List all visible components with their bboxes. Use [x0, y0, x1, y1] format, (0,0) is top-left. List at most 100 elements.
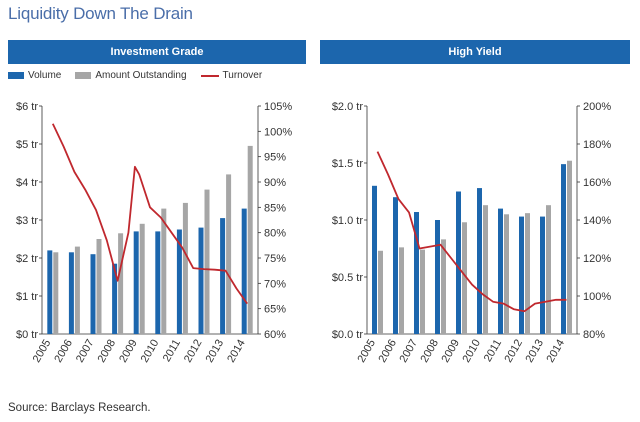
x-tick-label: 2009: [117, 338, 140, 365]
bar-volume: [477, 188, 482, 334]
x-tick-label: 2006: [52, 338, 75, 365]
bar-outstanding: [504, 214, 509, 334]
bar-volume: [393, 197, 398, 334]
x-tick-label: 2011: [161, 338, 183, 364]
bar-volume: [372, 185, 377, 334]
bar-outstanding: [226, 174, 232, 334]
legend-label-volume: Volume: [28, 70, 62, 81]
bar-volume: [241, 208, 247, 334]
x-tick-label: 2010: [460, 338, 483, 365]
y-tick-label-right: 105%: [264, 101, 292, 113]
bar-outstanding: [139, 223, 145, 334]
bar-outstanding: [53, 252, 59, 334]
y-tick-label-left: $1.5 tr: [332, 158, 364, 170]
legend-line-turnover: [200, 74, 219, 77]
y-tick-label-right: 180%: [583, 139, 611, 151]
bar-volume: [519, 216, 524, 334]
bar-volume: [561, 164, 566, 334]
bar-outstanding: [441, 239, 446, 334]
x-tick-label: 2010: [139, 338, 162, 365]
x-tick-label: 2014: [544, 338, 567, 365]
y-tick-label-right: 200%: [583, 101, 611, 113]
line-turnover: [51, 123, 248, 305]
bar-outstanding: [525, 213, 530, 334]
bar-outstanding: [546, 205, 551, 334]
x-tick-label: 2011: [482, 338, 504, 364]
legend-label-outstanding: Amount Outstanding: [95, 70, 187, 81]
y-tick-label-right: 75%: [264, 253, 286, 265]
bar-volume: [498, 208, 503, 334]
bar-volume: [198, 227, 204, 334]
bar-volume: [133, 231, 139, 334]
y-tick-label-right: 100%: [264, 126, 292, 138]
x-tick-label: 2008: [418, 338, 441, 365]
bar-volume: [112, 263, 118, 334]
y-tick-label-left: $2 tr: [16, 253, 38, 265]
y-tick-label-right: 85%: [264, 202, 286, 214]
bar-volume: [414, 212, 419, 334]
legend-swatch-volume: [8, 72, 24, 79]
y-tick-label-left: $3 tr: [16, 215, 38, 227]
bar-volume: [220, 218, 226, 334]
bar-outstanding: [204, 189, 210, 334]
bar-volume: [176, 229, 182, 334]
y-tick-label-left: $4 tr: [16, 177, 38, 189]
y-tick-label-right: 80%: [583, 329, 605, 341]
bar-volume: [68, 252, 74, 334]
panel-header-investment-grade: Investment Grade: [8, 40, 306, 64]
panel-header-high-yield: High Yield: [320, 40, 630, 64]
bar-outstanding: [182, 202, 188, 334]
bar-outstanding: [74, 246, 80, 334]
x-tick-label: 2014: [225, 338, 248, 365]
y-tick-label-right: 60%: [264, 329, 286, 341]
bar-outstanding: [247, 145, 253, 334]
y-tick-label-right: 160%: [583, 177, 611, 189]
x-tick-label: 2006: [376, 338, 399, 365]
bar-volume: [47, 250, 53, 334]
bar-outstanding: [567, 160, 572, 334]
line-turnover: [376, 151, 567, 313]
x-tick-label: 2012: [502, 338, 525, 365]
x-tick-label: 2013: [204, 338, 227, 365]
bar-outstanding: [399, 247, 404, 334]
legend-item-turnover: Turnover: [200, 70, 263, 81]
y-tick-label-right: 80%: [264, 228, 286, 240]
legend-label-turnover: Turnover: [222, 70, 263, 81]
bar-outstanding: [483, 205, 488, 334]
y-tick-label-left: $1 tr: [16, 291, 38, 303]
x-tick-label: 2007: [74, 338, 97, 365]
y-tick-label-right: 100%: [583, 291, 611, 303]
bar-outstanding: [462, 222, 467, 334]
x-tick-label: 2005: [31, 338, 54, 365]
y-tick-label-right: 120%: [583, 253, 611, 265]
bar-volume: [155, 231, 161, 334]
bar-outstanding: [161, 208, 167, 334]
y-tick-label-left: $1.0 tr: [332, 215, 364, 227]
bar-volume: [456, 191, 461, 334]
bar-outstanding: [378, 250, 383, 334]
y-tick-label-right: 90%: [264, 177, 286, 189]
x-tick-label: 2012: [182, 338, 205, 365]
y-tick-label-left: $0 tr: [16, 329, 38, 341]
x-tick-label: 2009: [439, 338, 462, 365]
legend-swatch-outstanding: [75, 72, 92, 79]
y-tick-label-left: $5 tr: [16, 139, 38, 151]
page-title: Liquidity Down The Drain: [8, 4, 193, 23]
y-tick-label-right: 95%: [264, 152, 286, 164]
x-tick-label: 2005: [355, 338, 378, 365]
y-tick-label-left: $0.0 tr: [332, 329, 364, 341]
bar-volume: [540, 216, 545, 334]
bar-outstanding: [118, 233, 124, 334]
y-tick-label-right: 140%: [583, 215, 611, 227]
source-note: Source: Barclays Research.: [8, 402, 151, 414]
y-tick-label-right: 65%: [264, 304, 286, 316]
bar-outstanding: [420, 249, 425, 334]
bar-outstanding: [96, 239, 102, 334]
legend-item-outstanding: Amount Outstanding: [75, 70, 187, 81]
y-tick-label-left: $6 tr: [16, 101, 38, 113]
legend: Volume Amount Outstanding Turnover: [8, 70, 276, 81]
x-tick-label: 2008: [96, 338, 119, 365]
x-tick-label: 2007: [397, 338, 420, 365]
legend-item-volume: Volume: [8, 70, 61, 81]
